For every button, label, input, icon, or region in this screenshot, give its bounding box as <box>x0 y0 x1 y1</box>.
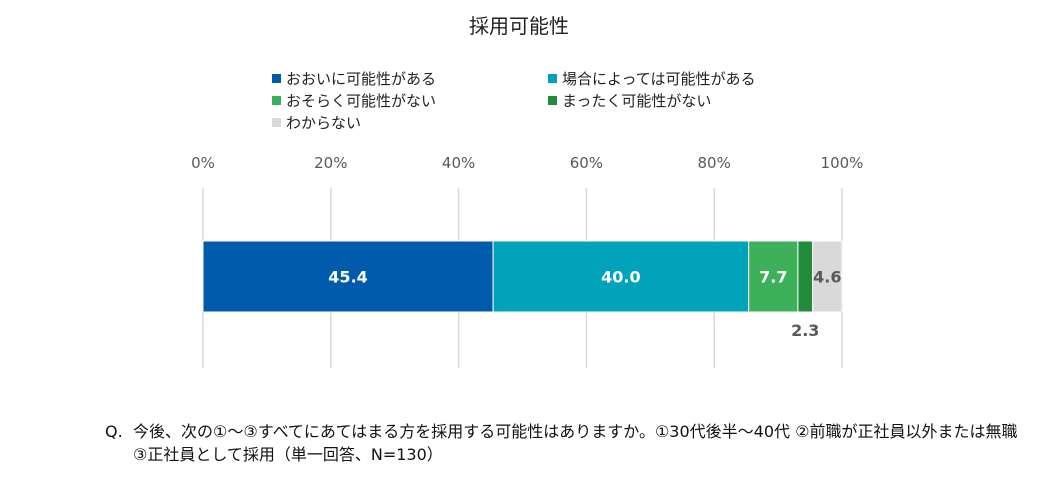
bar-segment <box>748 240 799 313</box>
legend-swatch <box>548 96 557 105</box>
stacked-bar-chart: 0% 20% 40% 60% 80% 100% 45.4 40.0 7.7 2.3 4.6 <box>191 154 864 368</box>
data-label: 7.7 <box>759 268 787 287</box>
x-tick-label: 40% <box>442 154 475 172</box>
x-tick-label: 0% <box>191 154 215 172</box>
legend-label: 場合によっては可能性がある <box>562 70 756 88</box>
legend-swatch <box>272 74 281 83</box>
question-label: Q. <box>105 422 123 441</box>
legend-swatch <box>548 74 557 83</box>
bar-segment <box>812 240 843 313</box>
legend-label: おそらく可能性がない <box>286 92 437 110</box>
legend-item-1: 場合によっては可能性がある <box>548 68 756 89</box>
legend-item-0: おおいに可能性がある <box>272 68 436 89</box>
x-tick-label: 80% <box>698 154 731 172</box>
legend-swatch <box>272 96 281 105</box>
bar-segment <box>797 240 814 313</box>
x-tick-label: 60% <box>570 154 603 172</box>
legend-label: わからない <box>286 114 362 132</box>
data-label: 2.3 <box>791 321 819 340</box>
x-tick-label: 20% <box>314 154 347 172</box>
legend-item-2: おそらく可能性がない <box>272 90 436 111</box>
data-label: 40.0 <box>601 268 640 287</box>
question-text: 今後、次の①～③すべてにあてはまる方を採用する可能性はありますか。①30代後半～… <box>133 422 1018 464</box>
bar-segment <box>492 240 750 313</box>
legend-item-4: わからない <box>272 112 361 133</box>
legend-swatch <box>272 118 281 127</box>
legend-label: おおいに可能性がある <box>286 70 437 88</box>
bar-segment <box>202 240 494 313</box>
legend-item-3: まったく可能性がない <box>548 90 711 111</box>
x-tick-label: 100% <box>821 154 864 172</box>
data-label: 45.4 <box>328 268 367 287</box>
chart-title: 採用可能性 <box>469 14 569 38</box>
data-label: 4.6 <box>813 268 841 287</box>
legend-label: まったく可能性がない <box>562 92 712 110</box>
